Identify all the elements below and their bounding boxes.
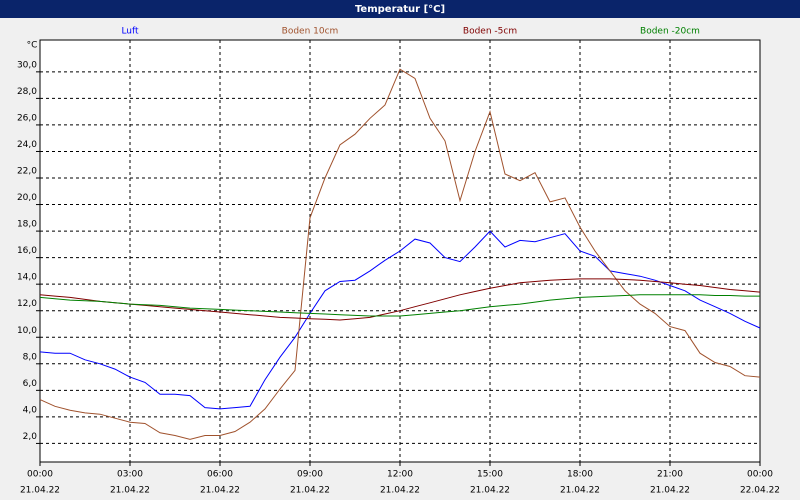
y-tick-label: 28,0: [17, 87, 37, 97]
legend-label: Boden -20cm: [640, 27, 700, 37]
title-bar: [0, 0, 800, 18]
x-tick-date: 21.04.22: [110, 486, 150, 496]
y-tick-label: 2,0: [23, 432, 38, 442]
legend-label: Boden 10cm: [282, 27, 339, 37]
series-line: [39, 230, 761, 410]
y-tick-label: 4,0: [23, 405, 38, 415]
y-tick-label: 6,0: [23, 379, 38, 389]
legend-label: Boden -5cm: [463, 27, 517, 37]
y-tick-label: 12,0: [17, 299, 37, 309]
x-tick-label: 09:00: [297, 470, 323, 480]
y-tick-label: 26,0: [17, 113, 37, 123]
x-tick-label: 21:00: [657, 470, 683, 480]
y-tick-label: 30,0: [17, 60, 37, 70]
chart-title: Temperatur [°C]: [355, 4, 445, 15]
x-tick-date: 21.04.22: [290, 486, 330, 496]
x-tick-date: 21.04.22: [650, 486, 690, 496]
x-tick-label: 18:00: [567, 470, 593, 480]
series-line: [39, 294, 760, 317]
y-tick-label: 10,0: [17, 326, 37, 336]
x-tick-label: 00:00: [747, 470, 773, 480]
x-tick-label: 15:00: [477, 470, 503, 480]
series-line: [39, 278, 761, 321]
x-tick-label: 12:00: [387, 470, 413, 480]
x-tick-date: 22.04.22: [740, 486, 780, 496]
y-tick-label: 18,0: [17, 220, 37, 230]
legend-label: Luft: [121, 27, 139, 37]
x-tick-date: 21.04.22: [20, 486, 60, 496]
x-tick-label: 03:00: [117, 470, 143, 480]
y-tick-label: 8,0: [23, 352, 38, 362]
y-tick-label: 24,0: [17, 140, 37, 150]
x-tick-date: 21.04.22: [470, 486, 510, 496]
y-tick-label: 16,0: [17, 246, 37, 256]
y-axis-unit: °C: [27, 41, 38, 51]
x-tick-label: 06:00: [207, 470, 233, 480]
x-tick-date: 21.04.22: [200, 486, 240, 496]
x-tick-date: 21.04.22: [560, 486, 600, 496]
series-line: [39, 68, 761, 440]
y-tick-label: 20,0: [17, 193, 37, 203]
plot-border: [39, 39, 761, 463]
x-tick-date: 21.04.22: [380, 486, 420, 496]
y-tick-label: 22,0: [17, 167, 37, 177]
x-tick-label: 00:00: [27, 470, 53, 480]
y-tick-label: 14,0: [17, 273, 37, 283]
